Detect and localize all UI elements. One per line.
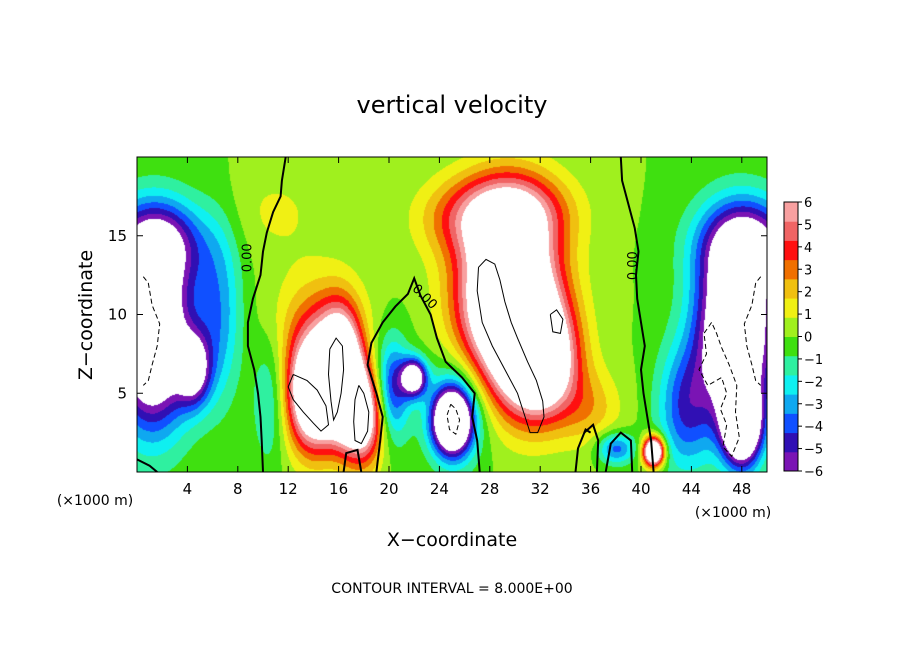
x-tick-label: 40 bbox=[631, 480, 650, 498]
contour-label: 0.00 bbox=[240, 243, 255, 272]
zero-contour-line bbox=[366, 275, 481, 472]
colorbar-tick-label: −4 bbox=[804, 420, 823, 435]
y-tick-label: 15 bbox=[108, 227, 127, 245]
x-tick-label: 8 bbox=[233, 480, 243, 498]
contour-lines bbox=[137, 157, 762, 472]
colorbar-swatch bbox=[784, 394, 798, 414]
x-tick-label: 48 bbox=[732, 480, 751, 498]
zero-contour-line bbox=[583, 423, 600, 472]
x-unit-right: (×1000 m) bbox=[695, 505, 771, 521]
zero-contour-line bbox=[604, 431, 634, 472]
positive-contour-line bbox=[476, 258, 545, 434]
colorbar-tick-label: 3 bbox=[804, 263, 812, 278]
colorbar-swatch bbox=[784, 451, 798, 472]
x-tick-label: 36 bbox=[581, 480, 600, 498]
velocity-field bbox=[137, 157, 767, 472]
x-tick-label: 28 bbox=[480, 480, 499, 498]
y-axis-ticks: 5 10 15 bbox=[108, 227, 767, 402]
negative-contour-line bbox=[142, 276, 161, 386]
colorbar-swatch bbox=[784, 278, 798, 299]
negative-contour-line bbox=[446, 403, 461, 436]
x-unit-left: (×1000 m) bbox=[57, 493, 133, 509]
colorbar: 6 5 4 3 2 1 0 −1 −2 −3 −4 −5 −6 bbox=[783, 196, 823, 480]
colorbar-swatch bbox=[784, 240, 798, 261]
zero-contour-line bbox=[574, 428, 592, 472]
positive-contour-line bbox=[287, 373, 330, 432]
colorbar-tick-label: −3 bbox=[804, 398, 823, 413]
negative-contour-line bbox=[743, 276, 762, 386]
contour-interval-note: CONTOUR INTERVAL = 8.000E+00 bbox=[331, 581, 572, 597]
chart-title: vertical velocity bbox=[357, 91, 548, 119]
x-tick-label: 44 bbox=[682, 480, 701, 498]
contour-label: 0.00 bbox=[626, 251, 641, 280]
positive-contour-line bbox=[353, 385, 370, 445]
y-axis-label: Z−coordinate bbox=[75, 250, 97, 380]
colorbar-swatch bbox=[784, 221, 798, 241]
y-tick-label: 5 bbox=[117, 384, 127, 402]
velocity-field-image bbox=[137, 157, 767, 472]
colorbar-swatch bbox=[784, 202, 798, 222]
x-axis-ticks: 4 8 12 16 20 24 28 32 36 40 44 48 bbox=[183, 157, 751, 498]
y-tick-label: 10 bbox=[108, 306, 127, 324]
colorbar-tick-label: −5 bbox=[804, 443, 823, 458]
x-tick-label: 12 bbox=[279, 480, 298, 498]
colorbar-tick-label: 6 bbox=[804, 196, 812, 211]
colorbar-swatch bbox=[784, 317, 798, 337]
colorbar-tick-label: 4 bbox=[804, 241, 812, 256]
colorbar-tick-label: 0 bbox=[804, 331, 812, 346]
colorbar-swatch bbox=[784, 355, 798, 376]
zero-contour-line bbox=[342, 448, 363, 472]
colorbar-tick-label: −6 bbox=[804, 465, 823, 480]
colorbar-tick-label: 5 bbox=[804, 218, 812, 233]
x-tick-label: 4 bbox=[183, 480, 193, 498]
x-tick-label: 16 bbox=[329, 480, 348, 498]
zero-contour-line bbox=[137, 458, 158, 472]
colorbar-swatch bbox=[784, 298, 798, 318]
colorbar-swatch bbox=[784, 432, 798, 453]
positive-contour-line bbox=[549, 309, 564, 334]
colorbar-tick-label: −1 bbox=[804, 353, 823, 368]
colorbar-swatch bbox=[784, 374, 798, 395]
x-tick-label: 24 bbox=[430, 480, 449, 498]
colorbar-tick-label: −2 bbox=[804, 375, 823, 390]
colorbar-swatch bbox=[784, 259, 798, 280]
zero-contour-line bbox=[619, 157, 655, 472]
negative-contour-line bbox=[698, 322, 740, 458]
colorbar-tick-label: 1 bbox=[804, 308, 812, 323]
colorbar-tick-label: 2 bbox=[804, 286, 812, 301]
zero-contour-line bbox=[246, 157, 287, 472]
x-tick-label: 20 bbox=[379, 480, 398, 498]
positive-contour-line bbox=[327, 337, 345, 422]
x-tick-label: 32 bbox=[531, 480, 550, 498]
x-axis-label: X−coordinate bbox=[387, 529, 517, 551]
colorbar-swatch bbox=[784, 336, 798, 357]
colorbar-swatch bbox=[784, 413, 798, 434]
